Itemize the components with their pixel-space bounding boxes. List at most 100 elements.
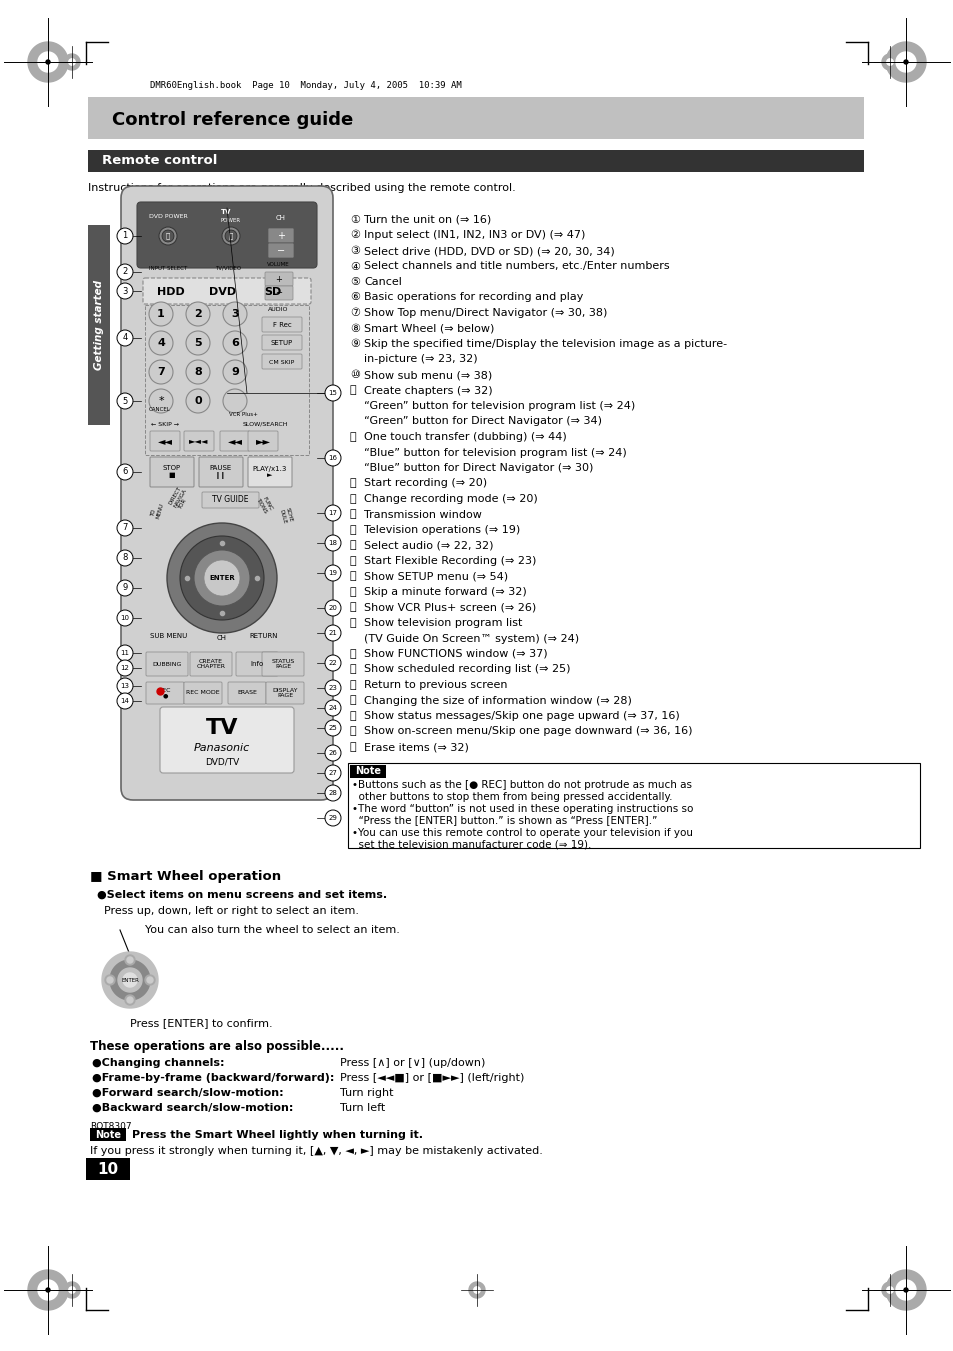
Text: ■ Smart Wheel operation: ■ Smart Wheel operation — [90, 870, 281, 884]
Circle shape — [325, 765, 340, 781]
Polygon shape — [127, 957, 132, 963]
Text: ●Select items on menu screens and set items.: ●Select items on menu screens and set it… — [97, 890, 387, 900]
Circle shape — [325, 535, 340, 551]
Text: Basic operations for recording and play: Basic operations for recording and play — [364, 293, 583, 303]
Text: 27: 27 — [328, 770, 337, 775]
Circle shape — [117, 678, 132, 694]
Text: ㉙: ㉙ — [350, 742, 356, 753]
Circle shape — [186, 303, 210, 326]
Text: ►►: ►► — [255, 436, 271, 446]
Text: 14: 14 — [120, 698, 130, 704]
Text: ①: ① — [350, 215, 359, 226]
Polygon shape — [102, 952, 158, 1008]
Text: CANCEL: CANCEL — [149, 407, 171, 412]
FancyBboxPatch shape — [262, 335, 302, 350]
Text: REC MODE: REC MODE — [186, 690, 219, 696]
Polygon shape — [886, 59, 892, 65]
Text: Remote control: Remote control — [102, 154, 217, 168]
FancyBboxPatch shape — [262, 354, 302, 369]
FancyBboxPatch shape — [348, 762, 919, 847]
FancyBboxPatch shape — [86, 1158, 130, 1179]
Text: ◄◄: ◄◄ — [227, 436, 242, 446]
FancyBboxPatch shape — [265, 286, 293, 300]
Polygon shape — [69, 59, 75, 65]
Text: ENTER: ENTER — [209, 576, 234, 581]
Text: ⑨: ⑨ — [350, 339, 359, 349]
Text: ㉘: ㉘ — [350, 727, 356, 736]
Text: ●Changing channels:: ●Changing channels: — [91, 1058, 224, 1069]
Text: 10: 10 — [120, 615, 130, 621]
FancyBboxPatch shape — [220, 431, 250, 451]
Text: ⑤: ⑤ — [350, 277, 359, 286]
Text: in-picture (⇒ 23, 32): in-picture (⇒ 23, 32) — [364, 354, 477, 365]
Text: ㉒: ㉒ — [350, 617, 356, 628]
Text: Television operations (⇒ 19): Television operations (⇒ 19) — [364, 526, 519, 535]
FancyBboxPatch shape — [150, 457, 193, 486]
Circle shape — [117, 282, 132, 299]
Text: Transmission window: Transmission window — [364, 509, 481, 520]
Text: Show VCR Plus+ screen (⇒ 26): Show VCR Plus+ screen (⇒ 26) — [364, 603, 536, 612]
Circle shape — [149, 389, 172, 413]
Text: TV: TV — [206, 717, 238, 738]
Text: 10: 10 — [97, 1162, 118, 1177]
Text: 2: 2 — [193, 309, 202, 319]
FancyBboxPatch shape — [88, 150, 863, 172]
FancyBboxPatch shape — [248, 457, 292, 486]
Text: 2: 2 — [122, 267, 128, 277]
Text: Info: Info — [250, 661, 263, 667]
Text: 19: 19 — [328, 570, 337, 576]
Text: Press the Smart Wheel lightly when turning it.: Press the Smart Wheel lightly when turni… — [132, 1129, 422, 1140]
FancyBboxPatch shape — [137, 203, 316, 267]
Text: Skip the specified time/Display the television image as a picture-: Skip the specified time/Display the tele… — [364, 339, 726, 349]
Text: Select channels and title numbers, etc./Enter numbers: Select channels and title numbers, etc./… — [364, 262, 669, 272]
Circle shape — [325, 785, 340, 801]
FancyBboxPatch shape — [266, 682, 304, 704]
Polygon shape — [885, 42, 925, 82]
Text: ⑫: ⑫ — [350, 432, 356, 442]
Circle shape — [223, 303, 247, 326]
Text: ⑱: ⑱ — [350, 557, 356, 566]
Text: Skip a minute forward (⇒ 32): Skip a minute forward (⇒ 32) — [364, 586, 526, 597]
Polygon shape — [147, 977, 152, 984]
Text: ⑬: ⑬ — [350, 478, 356, 489]
Circle shape — [117, 644, 132, 661]
Circle shape — [117, 330, 132, 346]
Text: Turn right: Turn right — [339, 1088, 393, 1098]
Circle shape — [117, 693, 132, 709]
Text: 22: 22 — [328, 661, 337, 666]
Text: 9: 9 — [231, 367, 238, 377]
Polygon shape — [28, 42, 68, 82]
Polygon shape — [895, 51, 915, 72]
Text: Show scheduled recording list (⇒ 25): Show scheduled recording list (⇒ 25) — [364, 665, 570, 674]
Text: ④: ④ — [350, 262, 359, 272]
Circle shape — [325, 505, 340, 521]
FancyBboxPatch shape — [268, 243, 294, 258]
Circle shape — [223, 359, 247, 384]
FancyBboxPatch shape — [268, 228, 294, 243]
Text: If you press it strongly when turning it, [▲, ▼, ◄, ►] may be mistakenly activat: If you press it strongly when turning it… — [90, 1146, 542, 1156]
Text: Getting started: Getting started — [94, 280, 104, 370]
Text: Select drive (HDD, DVD or SD) (⇒ 20, 30, 34): Select drive (HDD, DVD or SD) (⇒ 20, 30,… — [364, 246, 614, 255]
Text: AUDIO: AUDIO — [268, 307, 288, 312]
Text: Instructions for operations are generally described using the remote control.: Instructions for operations are generall… — [88, 182, 516, 193]
Text: 1: 1 — [157, 309, 165, 319]
Text: VOLUME: VOLUME — [267, 262, 289, 267]
Text: Show FUNCTIONS window (⇒ 37): Show FUNCTIONS window (⇒ 37) — [364, 648, 547, 659]
Text: 21: 21 — [328, 630, 337, 636]
Polygon shape — [469, 1282, 484, 1298]
Text: 12: 12 — [120, 665, 130, 671]
Polygon shape — [38, 51, 58, 72]
Polygon shape — [474, 1286, 479, 1293]
Text: DISPLAY
PAGE: DISPLAY PAGE — [272, 688, 297, 698]
Circle shape — [204, 561, 240, 596]
Polygon shape — [882, 1282, 897, 1298]
Text: REC
●: REC ● — [158, 688, 172, 698]
Text: TO
MENU: TO MENU — [150, 501, 165, 519]
Text: STOP
■: STOP ■ — [163, 466, 181, 478]
FancyBboxPatch shape — [150, 431, 180, 451]
Text: Show sub menu (⇒ 38): Show sub menu (⇒ 38) — [364, 370, 492, 380]
Text: 5: 5 — [122, 396, 128, 405]
Polygon shape — [903, 59, 907, 63]
Text: CM SKIP: CM SKIP — [269, 359, 294, 365]
Text: Create chapters (⇒ 32): Create chapters (⇒ 32) — [364, 385, 492, 396]
